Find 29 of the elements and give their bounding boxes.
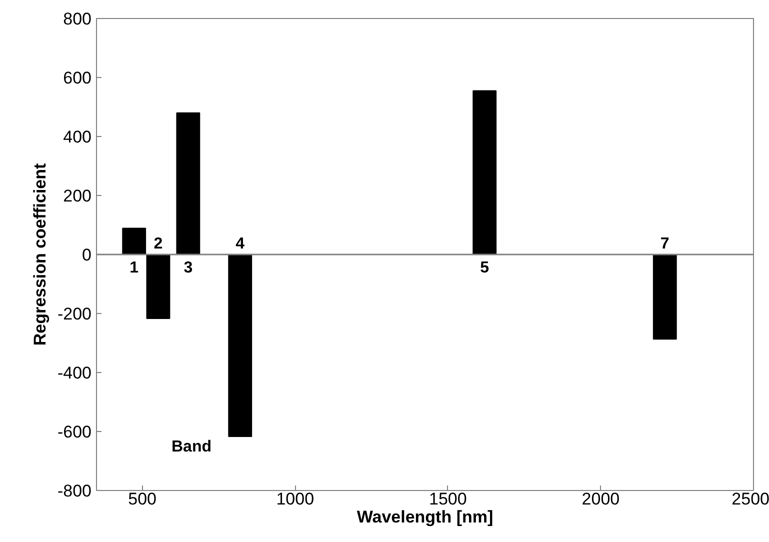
annotation: 1	[130, 260, 139, 276]
annotation: 7	[660, 236, 670, 252]
y-tick-label: 600	[63, 68, 92, 88]
y-tick-label: 800	[63, 10, 92, 28]
y-tick-label: -600	[57, 422, 92, 442]
y-tick-label: -800	[57, 482, 92, 500]
x-tick-label: 2500	[732, 490, 769, 508]
x-tick-label: 2000	[582, 490, 620, 508]
bar	[652, 254, 677, 340]
annotation: Band	[172, 438, 212, 456]
x-axis-title: Wavelength [nm]	[356, 508, 494, 526]
bar	[472, 90, 497, 255]
y-axis-title: Regression coefficient	[30, 163, 50, 346]
y-tick-label: 400	[63, 128, 92, 146]
annotation: 2	[154, 236, 163, 252]
annotation: 4	[236, 236, 245, 252]
annotation: 3	[184, 260, 193, 276]
x-tick-label: 1500	[429, 490, 467, 508]
annotation: 5	[480, 260, 490, 276]
y-tick-label: 200	[63, 186, 92, 206]
x-tick-label: 1000	[276, 490, 314, 508]
x-tick-label: 500	[128, 490, 157, 508]
y-tick-label: 0	[82, 246, 92, 264]
y-tick-label: -200	[57, 304, 92, 324]
bar	[122, 228, 146, 255]
bar	[176, 112, 200, 255]
bar	[146, 254, 170, 320]
bar	[228, 254, 252, 438]
y-tick-label: -400	[57, 364, 92, 382]
